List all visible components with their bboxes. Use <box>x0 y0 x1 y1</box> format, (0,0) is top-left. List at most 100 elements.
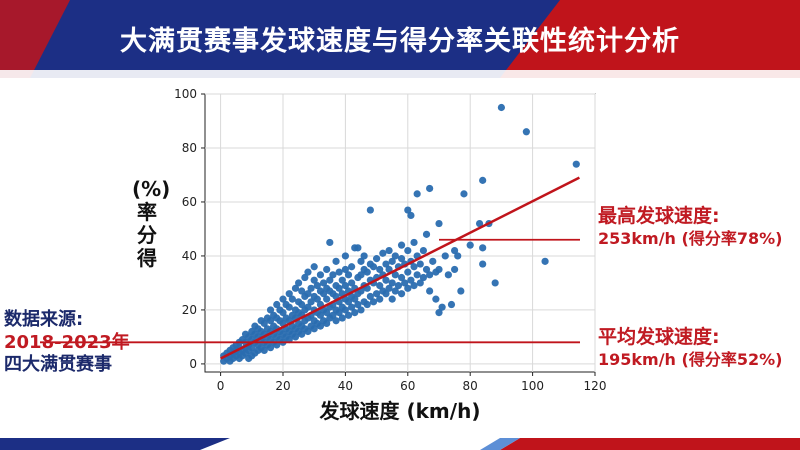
scatter-point <box>376 265 384 274</box>
scatter-point <box>410 282 418 290</box>
scatter-point <box>394 282 403 290</box>
scatter-point <box>426 271 434 279</box>
scatter-point <box>341 265 349 274</box>
scatter-point <box>313 282 321 290</box>
y-tick-label: 40 <box>182 249 197 263</box>
scatter-point <box>354 300 362 309</box>
y-tick-label: 60 <box>182 195 197 209</box>
scatter-point <box>388 257 396 265</box>
scatter-point <box>451 246 459 255</box>
scatter-point <box>266 344 275 352</box>
scatter-point <box>572 160 580 168</box>
scatter-point <box>363 268 371 276</box>
scatter-point <box>323 319 331 328</box>
y-tick-label: 100 <box>174 87 197 101</box>
max-speed-annotation: 最高发球速度: 253km/h (得分率78%) <box>598 205 782 249</box>
y-axis-label-part: 得 <box>137 246 157 270</box>
scatter-point <box>404 206 412 214</box>
scatter-point <box>479 260 487 268</box>
scatter-point <box>332 317 340 325</box>
scatter-point <box>382 276 390 284</box>
scatter-point <box>332 257 340 265</box>
scatter-point <box>316 271 325 279</box>
title-banner: 大满贯赛事发球速度与得分率关联性统计分析 <box>0 0 800 78</box>
scatter-point <box>416 279 424 287</box>
x-tick-label: 40 <box>338 379 353 393</box>
scatter-point <box>266 317 275 325</box>
scatter-point <box>475 219 484 228</box>
scatter-point <box>373 290 381 298</box>
scatter-point <box>410 238 418 247</box>
scatter-point <box>273 300 281 309</box>
x-tick-label: 100 <box>521 379 544 393</box>
y-axis-label: (%) 率 分 得 <box>132 177 171 270</box>
scatter-point <box>291 284 300 292</box>
scatter-point <box>373 255 381 263</box>
scatter-point <box>360 252 368 260</box>
scatter-point <box>338 276 346 284</box>
scatter-point <box>426 184 434 193</box>
scatter-point <box>382 290 390 298</box>
scatter-point <box>397 241 406 249</box>
scatter-point <box>466 241 474 249</box>
scatter-point <box>323 295 331 303</box>
scatter-point <box>376 295 384 303</box>
scatter-point <box>366 292 374 301</box>
scatter-point <box>419 246 427 255</box>
scatter-point <box>410 263 418 271</box>
avg-speed-label: 平均发球速度: <box>598 326 720 348</box>
scatter-point <box>416 260 424 268</box>
scatter-point <box>301 273 309 282</box>
scatter-point <box>338 314 346 322</box>
scatter-point <box>363 300 371 309</box>
y-tick-label: 80 <box>182 141 197 155</box>
max-speed-label: 最高发球速度: <box>598 205 720 227</box>
scatter-point <box>341 252 349 260</box>
y-axis-label-part: (%) <box>132 177 171 201</box>
y-axis-label-part: 率 <box>137 200 157 224</box>
scatter-point <box>404 246 412 255</box>
scatter-point <box>304 327 312 336</box>
scatter-point <box>307 298 315 306</box>
scatter-point <box>344 311 353 319</box>
scatter-point <box>397 290 406 298</box>
max-speed-value: 253km/h (得分率78%) <box>598 228 783 248</box>
scatter-point <box>432 295 440 303</box>
scatter-point <box>369 263 378 271</box>
avg-speed-annotation: 平均发球速度: 195km/h (得分率52%) <box>598 326 782 370</box>
scatter-point <box>266 306 275 314</box>
scatter-point <box>341 306 349 314</box>
scatter-point <box>541 257 549 265</box>
scatter-point <box>316 311 325 319</box>
scatter-point <box>391 271 399 279</box>
scatter-point <box>407 211 415 220</box>
scatter-point <box>397 273 406 282</box>
x-tick-label: 120 <box>584 379 607 393</box>
scatter-point <box>460 190 468 198</box>
data-source-annotation: 数据来源: 2018-2023年 四大满贯赛事 <box>4 309 130 377</box>
scatter-point <box>329 271 337 279</box>
scatter-point <box>454 252 462 260</box>
scatter-point <box>407 276 415 284</box>
scatter-point <box>388 279 396 287</box>
scatter-point <box>310 263 318 271</box>
scatter-point <box>438 303 446 311</box>
chart-area: 0 20 40 60 80 100 120 0 20 40 60 80 100 发球速度 (km/h) <box>0 78 800 450</box>
scatter-point <box>304 290 312 298</box>
source-events: 四大满贯赛事 <box>4 354 112 375</box>
scatter-point <box>326 276 334 284</box>
scatter-point <box>248 344 256 352</box>
scatter-point <box>348 263 356 271</box>
scatter-point <box>401 279 409 287</box>
scatter-point <box>429 257 437 265</box>
scatter-point <box>413 190 421 198</box>
scatter-point <box>291 333 300 341</box>
scatter-point <box>335 284 343 292</box>
banner-background <box>0 0 800 78</box>
scatter-point <box>354 244 362 252</box>
y-tick-label: 0 <box>189 357 197 371</box>
x-tick-label: 60 <box>400 379 415 393</box>
scatter-point <box>304 303 312 311</box>
scatter-point <box>522 128 530 136</box>
scatter-point <box>422 265 431 274</box>
